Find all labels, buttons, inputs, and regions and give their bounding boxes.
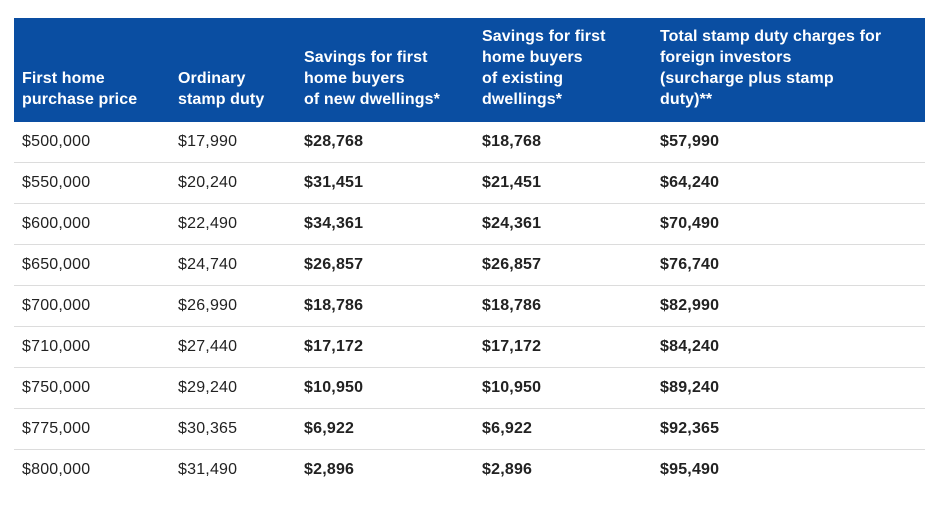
cell-foreign-investor-total: $82,990 bbox=[652, 285, 925, 327]
cell-purchase-price: $500,000 bbox=[14, 122, 170, 163]
cell-savings-existing: $18,786 bbox=[474, 285, 652, 327]
cell-savings-existing: $6,922 bbox=[474, 408, 652, 450]
cell-savings-new: $17,172 bbox=[296, 326, 474, 368]
header-savings-existing-dwellings: Savings for first home buyers of existing d… bbox=[474, 18, 652, 122]
cell-savings-new: $2,896 bbox=[304, 461, 355, 478]
cell-ordinary-stamp-duty: $26,990 bbox=[170, 285, 296, 327]
table-row: $650,000 $24,740 $26,857 $26,857 $76,740 bbox=[14, 244, 925, 286]
table-row: $500,000 $17,990 $28,768 $18,768 $57,990 bbox=[14, 122, 925, 163]
header-line: First home bbox=[22, 70, 105, 87]
cell-foreign-investor-total: $84,240 bbox=[652, 326, 925, 368]
header-line: home buyers bbox=[304, 70, 405, 87]
header-line: of existing bbox=[482, 70, 564, 87]
table-row: $775,000 $30,365 $6,922 $6,922 $92,365 bbox=[14, 408, 925, 450]
header-line: dwellings* bbox=[482, 91, 563, 108]
header-savings-new-dwellings: Savings for first home buyers of new dwell… bbox=[296, 18, 474, 122]
cell-foreign-investor-total: $70,490 bbox=[652, 203, 925, 245]
header-ordinary-stamp-duty: Ordinary stamp duty bbox=[170, 18, 296, 122]
cell-savings-new: $31,451 bbox=[296, 162, 474, 204]
cell-ordinary-stamp-duty: $22,490 bbox=[170, 203, 296, 245]
header-line: Savings for first bbox=[482, 28, 606, 45]
header-line: of new dwellings* bbox=[304, 91, 440, 108]
cell-savings-existing: $10,950 bbox=[474, 367, 652, 409]
cell-purchase-price: $550,000 bbox=[14, 162, 170, 204]
header-line: foreign investors bbox=[660, 49, 792, 66]
header-line: purchase price bbox=[22, 91, 138, 108]
cell-ordinary-stamp-duty: $30,365 bbox=[170, 408, 296, 450]
stamp-duty-table: First home purchase price Ordinary stamp du… bbox=[14, 18, 925, 490]
header-line: Total stamp duty charges for bbox=[660, 28, 882, 45]
cell-savings-new: $10,950 bbox=[296, 367, 474, 409]
cell-purchase-price: $775,000 bbox=[14, 408, 170, 450]
cell-purchase-price: $700,000 bbox=[14, 285, 170, 327]
cell-savings-new: $28,768 bbox=[296, 122, 474, 163]
cell-purchase-price: $600,000 bbox=[14, 203, 170, 245]
header-line: Savings for first bbox=[304, 49, 428, 66]
cell-ordinary-stamp-duty: $29,240 bbox=[170, 367, 296, 409]
cell-foreign-investor-total: $92,365 bbox=[652, 408, 925, 450]
table-row: $800,000 $31,490 $2,896 $2,896 $95,490 bbox=[14, 450, 925, 491]
table-body: $500,000 $17,990 $28,768 $18,768 $57,990 $550… bbox=[14, 122, 925, 490]
table-row: $550,000 $20,240 $31,451 $21,451 $64,240 bbox=[14, 162, 925, 204]
cell-ordinary-stamp-duty: $17,990 bbox=[170, 122, 296, 163]
header-line: stamp duty bbox=[178, 91, 265, 108]
cell-savings-new: $6,922 bbox=[296, 408, 474, 450]
cell-savings-existing: $26,857 bbox=[474, 244, 652, 286]
cell-savings-existing: $24,361 bbox=[474, 203, 652, 245]
header-line: Ordinary bbox=[178, 70, 246, 87]
cell-foreign-investor-total: $76,740 bbox=[652, 244, 925, 286]
header-line: (surcharge plus stamp bbox=[660, 70, 834, 87]
cell-ordinary-stamp-duty: $31,490 bbox=[178, 461, 238, 478]
cell-purchase-price: $800,000 bbox=[22, 461, 91, 478]
table-row: $710,000 $27,440 $17,172 $17,172 $84,240 bbox=[14, 326, 925, 368]
header-foreign-investor-charges: Total stamp duty charges for foreign inve… bbox=[652, 18, 925, 122]
cell-ordinary-stamp-duty: $27,440 bbox=[170, 326, 296, 368]
table-row: $700,000 $26,990 $18,786 $18,786 $82,990 bbox=[14, 285, 925, 327]
cell-foreign-investor-total: $57,990 bbox=[652, 122, 925, 163]
cell-foreign-investor-total: $64,240 bbox=[652, 162, 925, 204]
cell-savings-existing: $18,768 bbox=[474, 122, 652, 163]
header-line: home buyers bbox=[482, 49, 583, 66]
stamp-duty-table-container: First home purchase price Ordinary stamp du… bbox=[14, 18, 925, 490]
cell-savings-new: $18,786 bbox=[296, 285, 474, 327]
cell-purchase-price: $710,000 bbox=[14, 326, 170, 368]
table-row: $600,000 $22,490 $34,361 $24,361 $70,490 bbox=[14, 203, 925, 245]
cell-savings-existing: $21,451 bbox=[474, 162, 652, 204]
cell-savings-new: $34,361 bbox=[296, 203, 474, 245]
cell-savings-existing: $2,896 bbox=[482, 461, 533, 478]
cell-foreign-investor-total: $89,240 bbox=[652, 367, 925, 409]
cell-ordinary-stamp-duty: $20,240 bbox=[170, 162, 296, 204]
cell-ordinary-stamp-duty: $24,740 bbox=[170, 244, 296, 286]
cell-purchase-price: $650,000 bbox=[14, 244, 170, 286]
cell-foreign-investor-total: $95,490 bbox=[660, 461, 720, 478]
cell-savings-new: $26,857 bbox=[296, 244, 474, 286]
cell-purchase-price: $750,000 bbox=[14, 367, 170, 409]
table-row: $750,000 $29,240 $10,950 $10,950 $89,240 bbox=[14, 367, 925, 409]
header-line: duty)** bbox=[660, 91, 713, 108]
header-row: First home purchase price Ordinary stamp du… bbox=[14, 18, 925, 122]
cell-savings-existing: $17,172 bbox=[474, 326, 652, 368]
table-header: First home purchase price Ordinary stamp du… bbox=[14, 18, 925, 122]
header-purchase-price: First home purchase price bbox=[14, 18, 170, 122]
